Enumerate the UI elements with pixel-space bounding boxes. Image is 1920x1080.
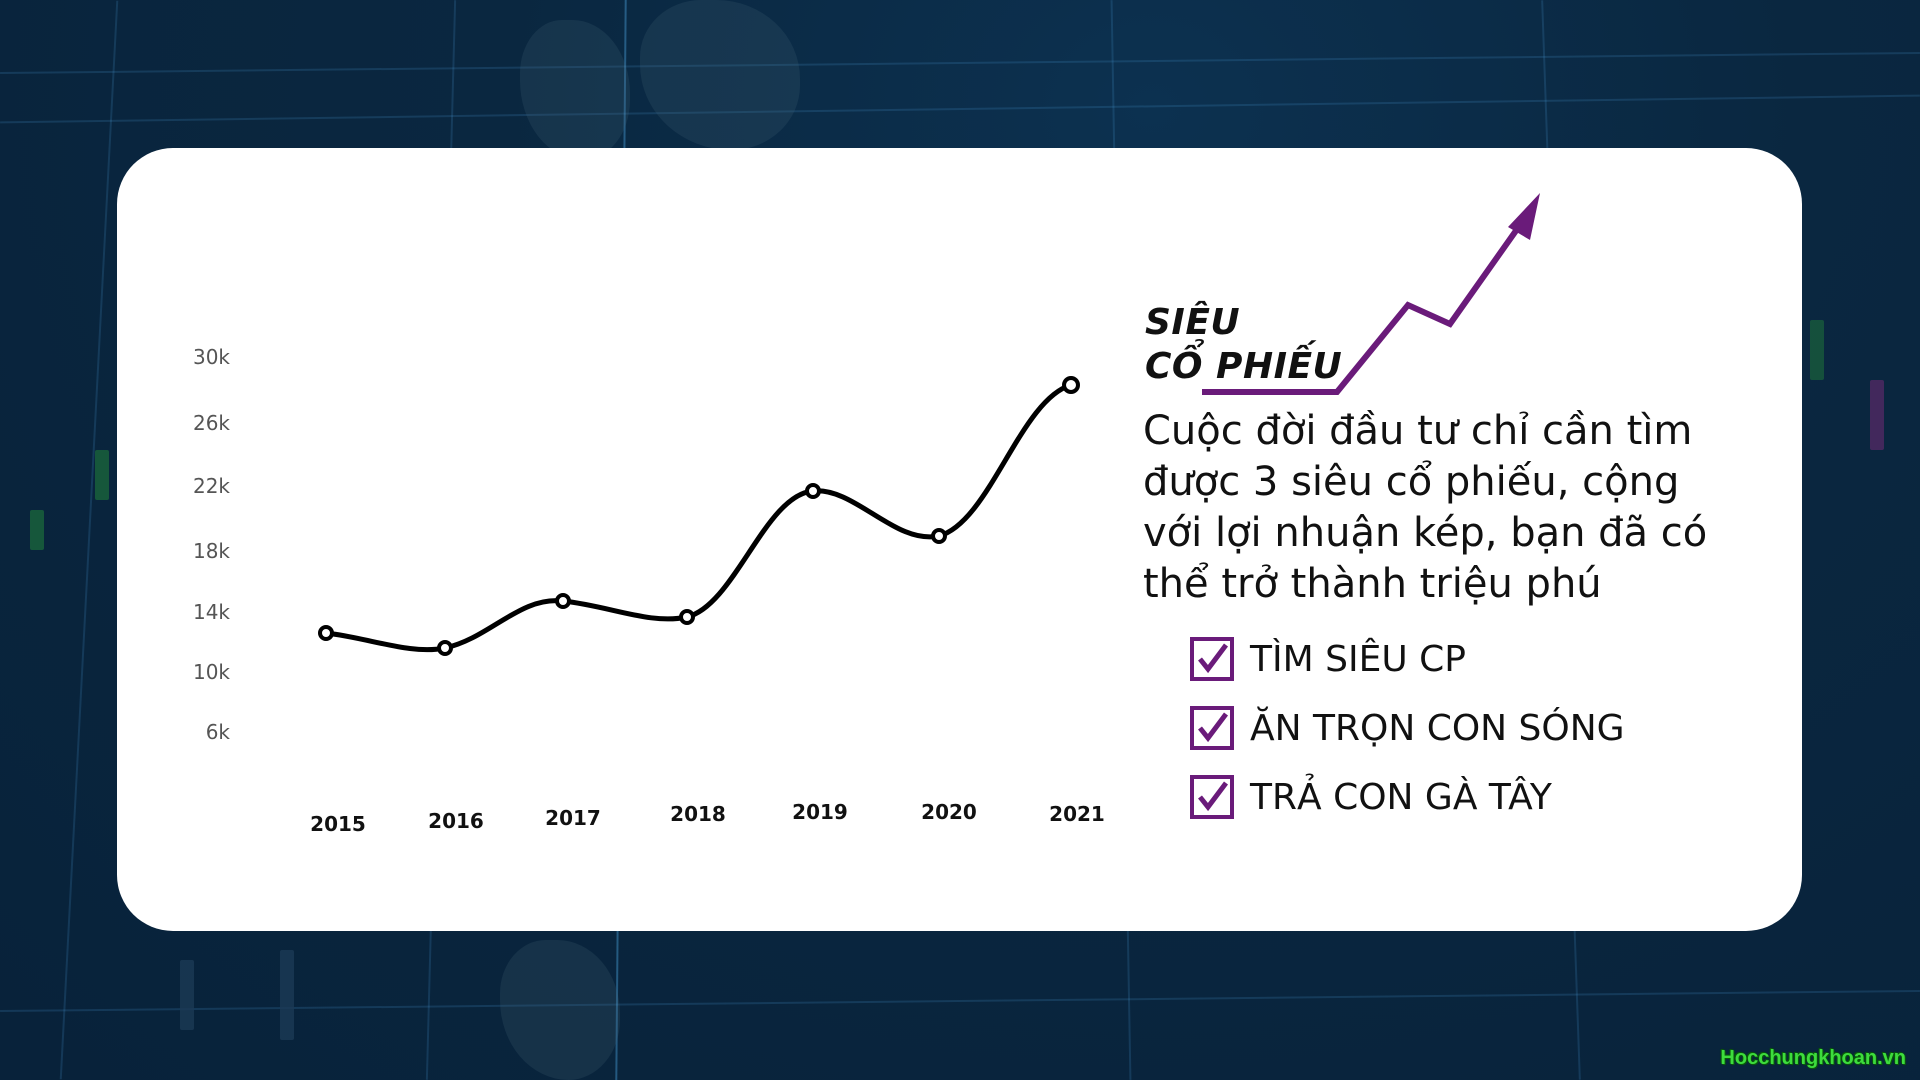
body-line: với lợi nhuận kép, bạn đã có <box>1143 510 1708 556</box>
map-shape <box>500 940 620 1080</box>
candle <box>1870 380 1884 450</box>
headline-line-2: CỔ PHIẾU <box>1145 346 1343 387</box>
x-tick: 2020 <box>921 800 977 824</box>
body-line: Cuộc đời đầu tư chỉ cần tìm <box>1143 408 1693 454</box>
map-shape <box>640 0 800 150</box>
checkbox-checked-icon <box>1190 706 1234 750</box>
y-tick: 18k <box>192 539 230 563</box>
trend-arrow-icon <box>1202 223 1523 395</box>
content-card <box>117 148 1802 931</box>
x-tick: 2019 <box>792 800 848 824</box>
headline-line-1: SIÊU <box>1145 302 1241 343</box>
data-point <box>805 483 821 499</box>
data-point <box>1062 376 1080 394</box>
data-point <box>555 593 571 609</box>
y-tick: 6k <box>205 720 230 740</box>
checkbox-checked-icon <box>1190 637 1234 681</box>
body-paragraph: Cuộc đời đầu tư chỉ cần tìm được 3 siêu … <box>1143 406 1783 610</box>
checklist-item: ĂN TRỌN CON SÓNG <box>1190 702 1625 754</box>
candle <box>95 450 109 500</box>
candle <box>1810 320 1824 380</box>
candle <box>180 960 194 1030</box>
x-tick: 2018 <box>670 802 726 826</box>
checklist-label: TÌM SIÊU CP <box>1250 638 1466 680</box>
y-tick: 30k <box>192 345 230 369</box>
y-tick: 26k <box>192 411 230 435</box>
x-tick: 2021 <box>1049 802 1105 826</box>
checklist-item: TRẢ CON GÀ TÂY <box>1190 771 1552 823</box>
y-tick: 22k <box>192 474 230 498</box>
y-tick: 14k <box>192 600 230 624</box>
y-tick: 10k <box>192 660 230 684</box>
body-line: thể trở thành triệu phú <box>1143 561 1602 607</box>
x-tick: 2016 <box>428 809 484 833</box>
candle <box>30 510 44 550</box>
candle <box>280 950 294 1040</box>
data-point <box>679 609 695 625</box>
checkbox-checked-icon <box>1190 775 1234 819</box>
price-line <box>323 382 1074 653</box>
data-point <box>318 625 334 641</box>
x-tick: 2015 <box>310 812 366 836</box>
arrow-head-icon <box>1508 193 1540 240</box>
data-point <box>437 640 453 656</box>
data-point <box>931 528 947 544</box>
checklist-label: TRẢ CON GÀ TÂY <box>1250 776 1552 818</box>
x-tick: 2017 <box>545 806 601 830</box>
watermark: Hocchungkhoan.vn <box>1720 1047 1906 1069</box>
checklist-label: ĂN TRỌN CON SÓNG <box>1250 707 1625 749</box>
checklist-item: TÌM SIÊU CP <box>1190 633 1466 685</box>
body-line: được 3 siêu cổ phiếu, cộng <box>1143 459 1680 505</box>
map-shape <box>520 20 630 160</box>
